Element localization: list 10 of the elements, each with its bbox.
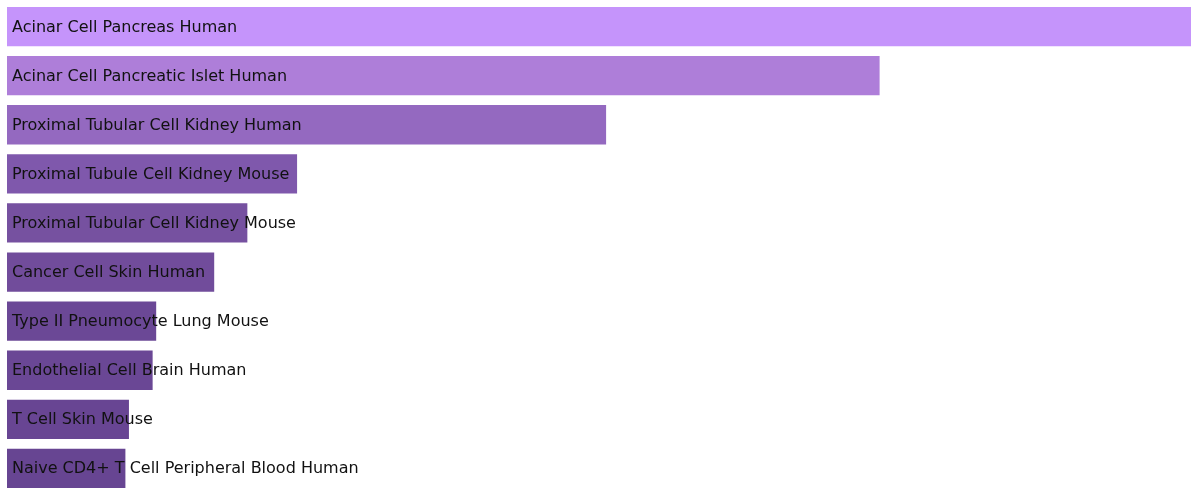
bar [7, 56, 880, 96]
y-tick-label: Naive CD4+ T Cell Peripheral Blood Human [12, 458, 359, 478]
bar [7, 252, 215, 292]
y-tick-label: Proximal Tubular Cell Kidney Human [12, 114, 302, 134]
y-tick-label: Acinar Cell Pancreas Human [12, 16, 238, 36]
bar [7, 6, 1191, 47]
y-tick-label: Acinar Cell Pancreatic Islet Human [12, 65, 288, 85]
bar [7, 105, 607, 145]
y-tick-label: Proximal Tubule Cell Kidney Mouse [12, 163, 290, 183]
y-tick-label: Cancer Cell Skin Human [12, 262, 206, 282]
